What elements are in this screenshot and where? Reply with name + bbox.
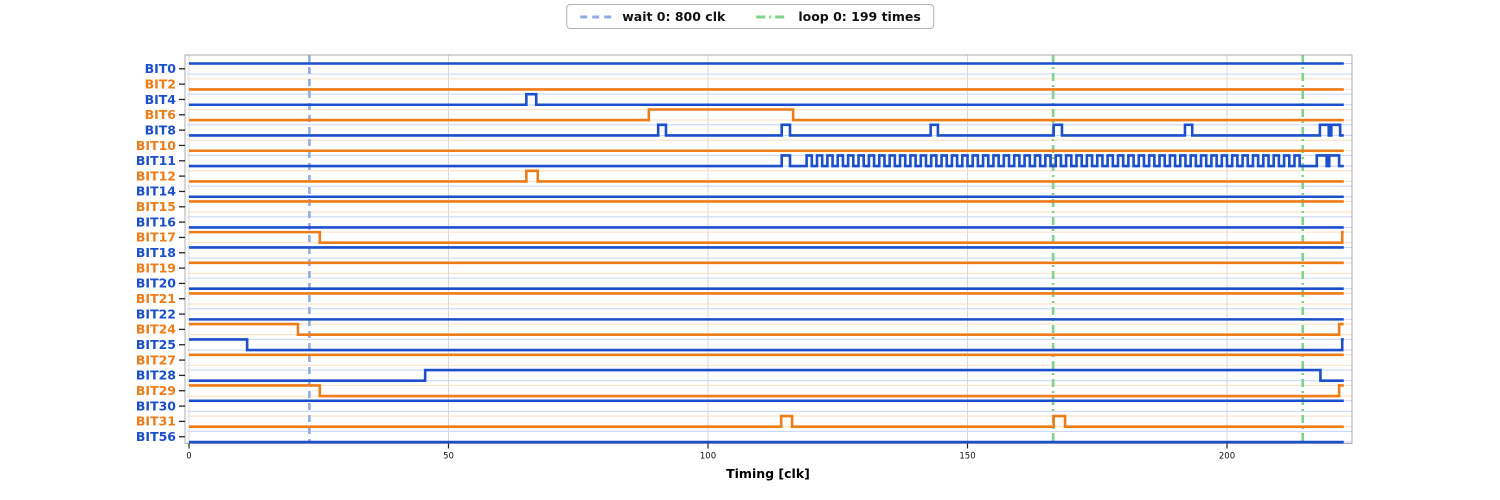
waveform-BIT25 — [189, 338, 1344, 352]
legend-item-loop: loop 0: 199 times — [755, 9, 921, 24]
signal-label-BIT28: BIT28 — [136, 368, 176, 383]
loop-line-marker-icon — [756, 15, 789, 18]
signal-label-BIT2: BIT2 — [145, 76, 176, 91]
waveform-BIT12 — [189, 169, 1344, 183]
legend-label-loop: loop 0: 199 times — [798, 9, 921, 24]
signal-label-BIT11: BIT11 — [136, 153, 176, 168]
legend-item-wait: wait 0: 800 clk — [579, 9, 725, 24]
waveform-BIT29 — [189, 384, 1344, 398]
signal-label-BIT29: BIT29 — [136, 383, 176, 398]
x-tick-label-150: 150 — [959, 452, 975, 462]
signal-label-BIT18: BIT18 — [136, 245, 176, 260]
wait-line-marker-icon — [580, 15, 613, 18]
signal-label-BIT20: BIT20 — [136, 276, 176, 291]
x-axis-label: Timing [clk] — [726, 466, 810, 481]
signal-label-BIT8: BIT8 — [145, 122, 176, 137]
waveform-BIT31 — [189, 414, 1344, 428]
signal-label-BIT19: BIT19 — [136, 260, 176, 275]
legend: wait 0: 800 clk loop 0: 199 times — [566, 4, 934, 29]
x-tick-label-100: 100 — [700, 452, 716, 462]
waveform-BIT17 — [189, 230, 1344, 245]
signal-label-BIT17: BIT17 — [136, 230, 176, 245]
signal-label-BIT25: BIT25 — [136, 337, 176, 352]
signal-label-BIT12: BIT12 — [136, 168, 176, 183]
signal-label-BIT31: BIT31 — [136, 414, 176, 429]
signal-label-BIT24: BIT24 — [136, 322, 176, 337]
signal-label-BIT30: BIT30 — [136, 398, 176, 413]
signal-label-BIT10: BIT10 — [136, 138, 176, 153]
signal-label-BIT27: BIT27 — [136, 352, 176, 367]
signal-label-BIT16: BIT16 — [136, 214, 176, 229]
waveform-BIT6 — [189, 108, 1344, 122]
waveform-BIT24 — [189, 322, 1344, 337]
signal-label-BIT21: BIT21 — [136, 291, 176, 306]
signal-label-BIT14: BIT14 — [136, 184, 176, 199]
x-tick-label-200: 200 — [1219, 452, 1235, 462]
plot-border — [184, 54, 1353, 444]
waveform-BIT28 — [189, 368, 1344, 382]
legend-label-wait: wait 0: 800 clk — [622, 9, 726, 24]
signal-label-BIT56: BIT56 — [136, 429, 176, 444]
x-tick-label-0: 0 — [186, 452, 191, 462]
waveform-BIT8 — [189, 123, 1344, 137]
signal-label-BIT22: BIT22 — [136, 306, 176, 321]
waveform-BIT11 — [189, 154, 1344, 168]
x-tick-label-50: 50 — [443, 452, 454, 462]
signal-label-BIT15: BIT15 — [136, 199, 176, 214]
signal-label-BIT0: BIT0 — [145, 61, 177, 76]
signal-label-BIT6: BIT6 — [145, 107, 177, 122]
waveform-BIT4 — [189, 92, 1344, 107]
signal-label-BIT4: BIT4 — [145, 92, 177, 107]
